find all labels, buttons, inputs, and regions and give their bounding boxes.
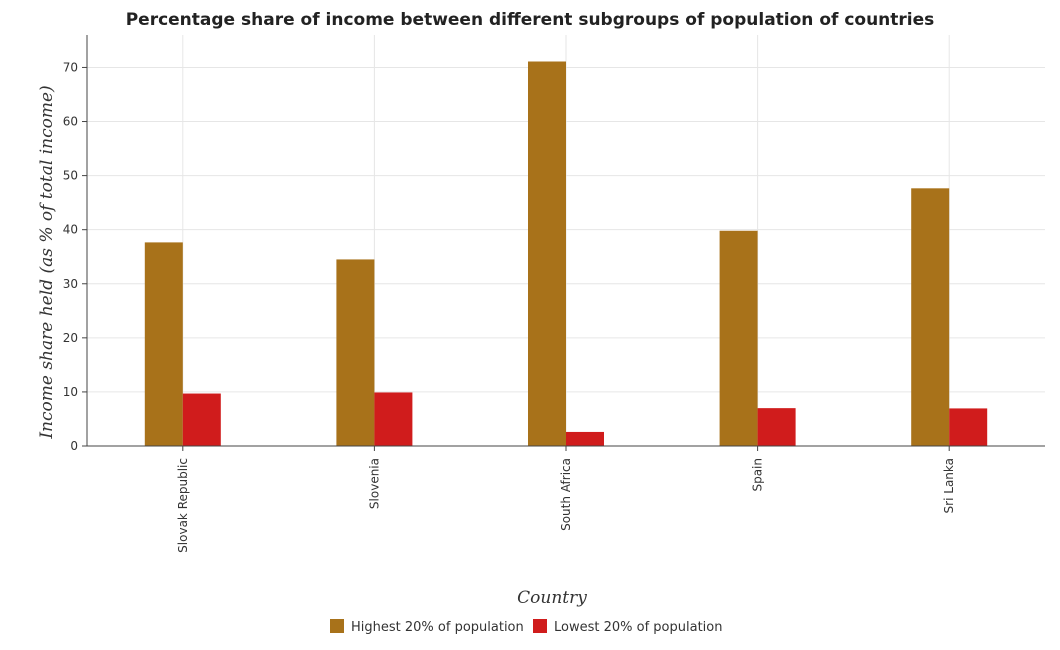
legend-swatch [330,619,344,633]
chart-title: Percentage share of income between diffe… [126,10,935,30]
bars [144,61,988,446]
x-tick-labels: Slovak Republic Slovenia South Africa Spain… [176,458,956,553]
x-axis-title: Country [517,588,587,608]
y-tick-label: 10 [63,385,78,399]
bar-highest-20 [336,259,375,446]
y-axis-title: Income share held (as % of total income) [37,85,57,439]
y-tick-label: 50 [63,169,78,183]
bar-lowest-20 [757,408,796,446]
legend-label: Highest 20% of population [351,620,524,635]
x-tick-label: Spain [751,458,765,492]
x-tick-label: Sri Lanka [942,458,956,513]
y-tick-label: 60 [63,115,78,129]
bar-lowest-20 [949,408,988,446]
y-tick-label: 30 [63,277,78,291]
bar-lowest-20 [182,393,221,446]
y-tick-label: 40 [63,223,78,237]
legend: Highest 20% of population Lowest 20% of p… [330,619,722,635]
y-tick-label: 20 [63,331,78,345]
x-tick-label: South Africa [559,458,573,531]
x-tick-label: Slovak Republic [176,458,190,553]
legend-label: Lowest 20% of population [554,620,722,635]
bar-highest-20 [719,230,758,446]
legend-swatch [533,619,547,633]
axes [82,35,1045,451]
bar-lowest-20 [374,392,413,446]
x-tick-label: Slovenia [367,458,381,509]
bar-lowest-20 [566,431,604,446]
y-tick-labels: 0 10 20 30 40 50 60 70 [63,60,78,453]
y-tick-label: 0 [70,439,78,453]
bar-highest-20 [911,188,950,446]
bar-highest-20 [528,61,566,446]
bar-highest-20 [144,242,183,446]
y-tick-label: 70 [63,60,78,74]
